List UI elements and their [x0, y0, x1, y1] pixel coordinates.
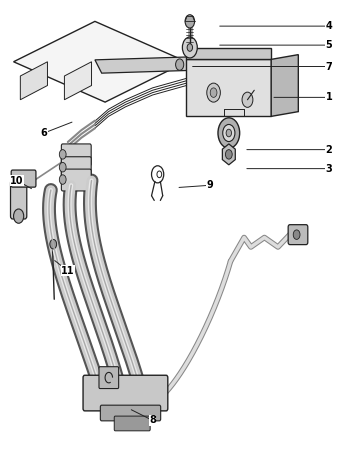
Text: 10: 10: [10, 175, 24, 186]
Circle shape: [293, 230, 300, 239]
Text: 2: 2: [325, 144, 332, 155]
Circle shape: [185, 15, 195, 28]
Circle shape: [50, 239, 57, 249]
Polygon shape: [14, 21, 186, 102]
Text: 3: 3: [325, 163, 332, 174]
FancyBboxPatch shape: [288, 225, 308, 245]
Polygon shape: [64, 62, 92, 100]
Circle shape: [187, 44, 193, 51]
Polygon shape: [20, 62, 47, 100]
Circle shape: [176, 59, 184, 70]
FancyBboxPatch shape: [99, 367, 119, 389]
Polygon shape: [186, 48, 271, 59]
Text: 4: 4: [325, 21, 332, 31]
Text: 6: 6: [41, 128, 47, 138]
Circle shape: [242, 92, 253, 107]
Text: 5: 5: [325, 40, 332, 50]
Text: 9: 9: [207, 180, 214, 190]
FancyBboxPatch shape: [61, 157, 91, 179]
Text: 8: 8: [149, 415, 156, 426]
FancyBboxPatch shape: [114, 416, 150, 431]
Circle shape: [59, 150, 66, 159]
Text: 7: 7: [325, 61, 332, 72]
FancyBboxPatch shape: [100, 405, 161, 421]
FancyBboxPatch shape: [11, 180, 27, 219]
FancyBboxPatch shape: [61, 169, 91, 191]
Circle shape: [210, 88, 217, 97]
Circle shape: [225, 150, 232, 159]
Circle shape: [182, 37, 197, 58]
Circle shape: [218, 118, 240, 148]
FancyBboxPatch shape: [83, 375, 168, 411]
Circle shape: [207, 83, 220, 102]
Text: 11: 11: [61, 266, 75, 276]
Circle shape: [59, 162, 66, 172]
Circle shape: [59, 175, 66, 184]
Circle shape: [226, 129, 232, 137]
FancyBboxPatch shape: [61, 144, 91, 166]
Polygon shape: [271, 55, 298, 116]
Polygon shape: [222, 144, 235, 165]
Circle shape: [223, 124, 235, 142]
Polygon shape: [95, 57, 193, 73]
Text: 1: 1: [325, 92, 332, 103]
Circle shape: [14, 209, 24, 223]
FancyBboxPatch shape: [11, 170, 36, 187]
Polygon shape: [186, 59, 271, 116]
